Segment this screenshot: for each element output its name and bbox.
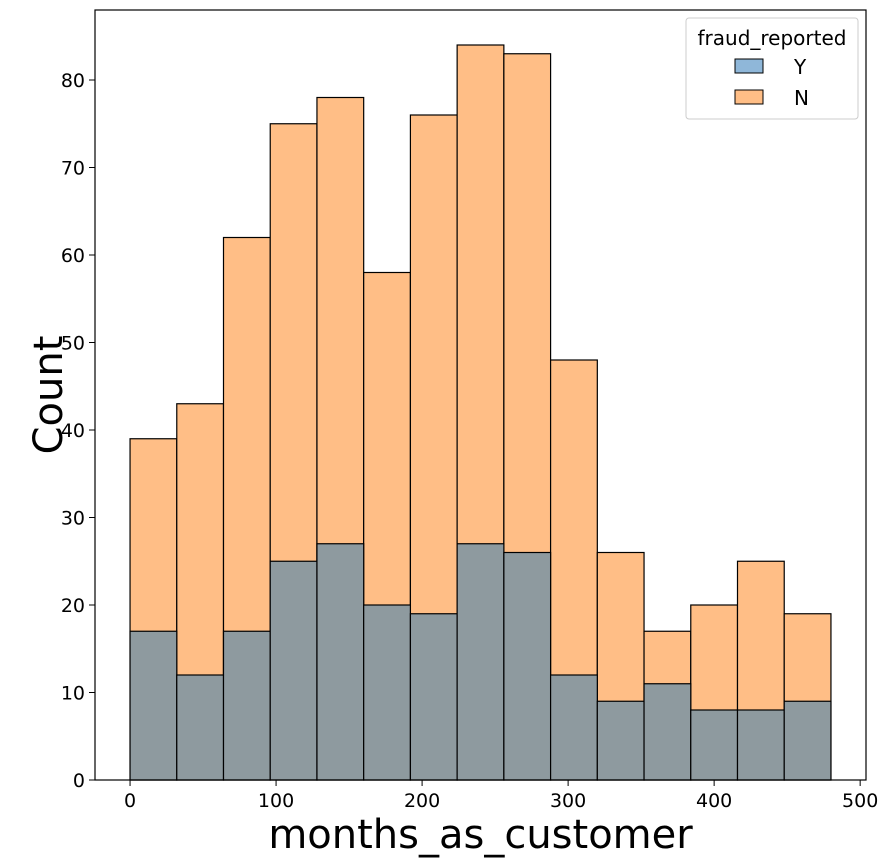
y-tick-label: 50 [61, 333, 85, 355]
y-tick-label: 80 [61, 70, 85, 92]
legend-title: fraud_reported [698, 26, 847, 50]
x-tick-label: 500 [842, 790, 878, 812]
bar-y-0 [129, 630, 178, 781]
legend-label-n: N [794, 86, 809, 110]
bar-y-3 [269, 560, 318, 781]
bar-y-9 [549, 674, 598, 781]
bar-y-1 [176, 674, 225, 781]
x-tick-label: 300 [550, 790, 586, 812]
series-y-bars [129, 543, 832, 781]
y-axis-label: Count [26, 336, 72, 455]
y-tick-label: 30 [61, 508, 85, 530]
y-tick-label: 0 [73, 770, 85, 792]
x-tick-label: 100 [258, 790, 294, 812]
y-tick-label: 70 [61, 158, 85, 180]
plot-frame [94, 9, 867, 781]
x-axis-ticks: 0 100 200 300 400 500 [124, 780, 878, 812]
y-tick-label: 60 [61, 245, 85, 267]
bar-y-8 [503, 551, 552, 781]
legend-swatch-n [734, 89, 764, 105]
legend-label-y: Y [793, 55, 807, 79]
y-tick-label: 40 [61, 420, 85, 442]
x-tick-label: 400 [696, 790, 732, 812]
legend: fraud_reported YN [685, 17, 859, 120]
bar-y-6 [409, 613, 458, 781]
bar-y-11 [643, 683, 692, 781]
bar-y-10 [596, 700, 645, 781]
bar-y-4 [316, 543, 365, 781]
bar-y-13 [736, 709, 785, 781]
y-tick-label: 10 [61, 683, 85, 705]
y-axis-ticks: 0 10 20 30 40 50 60 70 80 [61, 70, 95, 792]
bar-y-7 [456, 543, 505, 781]
bar-y-5 [363, 604, 412, 781]
x-tick-label: 0 [124, 790, 136, 812]
x-tick-label: 200 [404, 790, 440, 812]
bar-y-12 [690, 709, 739, 781]
legend-box [685, 17, 859, 120]
bar-y-2 [222, 630, 271, 781]
x-axis-label: months_as_customer [268, 812, 693, 858]
legend-swatch-y [734, 58, 764, 74]
y-tick-label: 20 [61, 595, 85, 617]
bar-y-14 [783, 700, 832, 781]
